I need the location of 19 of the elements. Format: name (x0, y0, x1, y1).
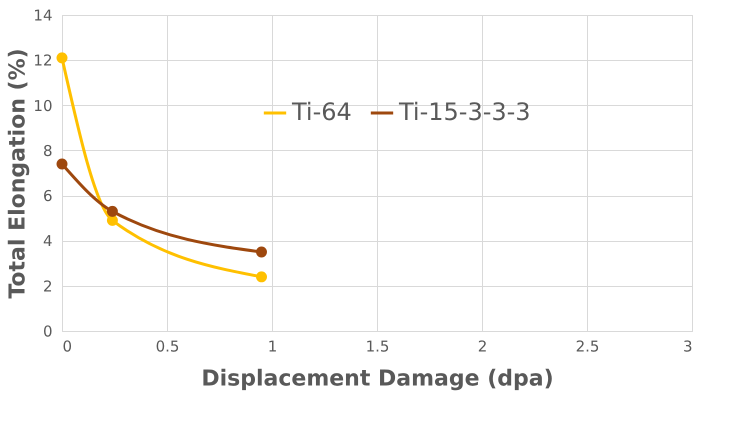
y-axis-title: Total Elongation (%) (5, 48, 30, 299)
y-tick-label: 14 (33, 6, 52, 24)
legend-label: Ti-64 (291, 98, 352, 126)
y-tick-label: 0 (42, 322, 52, 340)
y-tick-label: 6 (42, 187, 52, 206)
y-tick-label: 2 (42, 277, 52, 296)
legend-label: Ti-15-3-3-3 (398, 98, 531, 126)
y-tick-label: 8 (42, 142, 52, 160)
y-tick-label: 12 (33, 52, 52, 70)
x-tick-label: 1.5 (366, 338, 390, 356)
x-tick-label: 3 (682, 338, 692, 356)
x-tick-label: 1 (268, 338, 278, 356)
x-tick-label: 2.5 (576, 338, 600, 356)
x-tick-label: 0 (62, 338, 72, 356)
x-tick-label: 0.5 (156, 338, 180, 356)
y-tick-label: 10 (33, 96, 52, 115)
y-tick-label: 4 (42, 232, 52, 250)
x-axis-title: Displacement Damage (dpa) (201, 366, 554, 392)
x-tick-label: 2 (478, 338, 488, 356)
